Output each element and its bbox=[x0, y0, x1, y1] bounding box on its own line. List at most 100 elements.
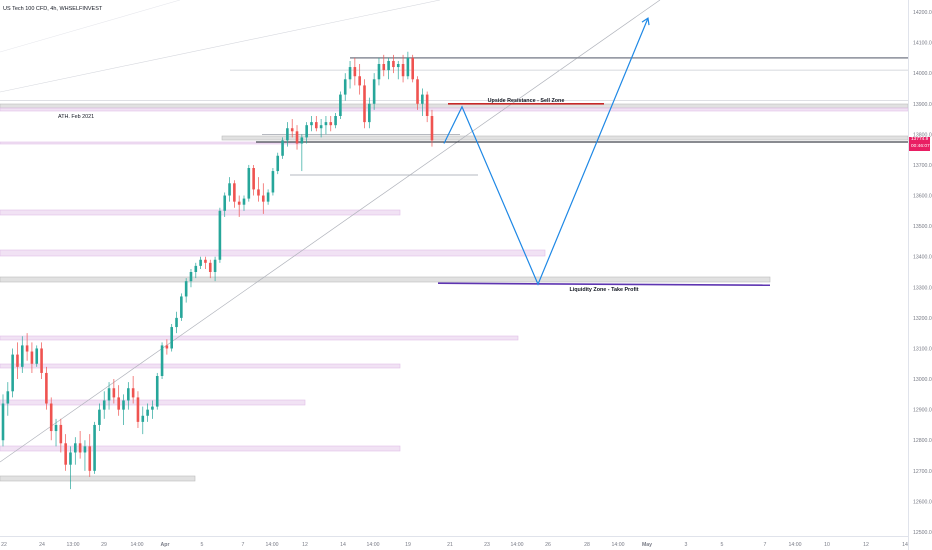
candle-body bbox=[151, 406, 154, 410]
time-tick-label: 3 bbox=[685, 542, 688, 548]
time-tick-label: 14:00 bbox=[131, 542, 144, 548]
candle-body bbox=[1, 403, 5, 441]
candle-body bbox=[218, 210, 222, 260]
candles-layer bbox=[1, 51, 434, 490]
candle-body bbox=[411, 57, 414, 80]
last-price-value: 13774.9 bbox=[911, 137, 929, 142]
time-tick-label: 14:00 bbox=[266, 542, 279, 548]
candle-body bbox=[252, 168, 255, 190]
candle-body bbox=[160, 345, 164, 376]
price-tick-label: 12600.0 bbox=[913, 499, 932, 505]
candle-body bbox=[372, 79, 376, 104]
candle-body bbox=[368, 103, 371, 123]
time-tick-label: May bbox=[642, 542, 652, 548]
candle-body bbox=[127, 388, 130, 401]
candle-body bbox=[271, 171, 275, 193]
zone-box bbox=[0, 107, 909, 112]
price-axis[interactable]: 14200.0 14100.0 14000.0 13900.0 13800.0 13700… bbox=[913, 10, 932, 536]
candle-body bbox=[194, 265, 198, 272]
time-tick-label: 23 bbox=[484, 542, 490, 548]
zone-box bbox=[0, 249, 546, 257]
candle-body bbox=[310, 122, 313, 126]
candle-body bbox=[261, 195, 265, 202]
time-tick-label: 7 bbox=[764, 542, 767, 548]
candle-body bbox=[74, 443, 77, 453]
projection-arrowhead bbox=[641, 17, 650, 26]
candle-body bbox=[30, 351, 34, 364]
candle-body bbox=[247, 168, 251, 199]
candle-body bbox=[98, 409, 101, 425]
price-tick-label: 14000.0 bbox=[913, 71, 932, 77]
price-tick-label: 13600.0 bbox=[913, 194, 932, 200]
price-tick-label: 14100.0 bbox=[913, 41, 932, 47]
candle-body bbox=[155, 376, 159, 407]
candle-body bbox=[305, 125, 308, 138]
zone-box bbox=[0, 141, 301, 145]
candle-body bbox=[300, 137, 304, 144]
candle-body bbox=[290, 128, 294, 132]
annotation-label: ATH. Feb 2021 bbox=[58, 114, 94, 120]
time-axis[interactable]: 22 24 13:00 29 14:00 Apr 5 7 14:00 12 14 14:00 19 21 2… bbox=[1, 542, 908, 548]
time-tick-label: 5 bbox=[201, 542, 204, 548]
candle-body bbox=[430, 116, 434, 141]
trendlines-layer bbox=[0, 0, 908, 463]
candle-body bbox=[122, 400, 125, 410]
candle-body bbox=[237, 201, 241, 205]
candle-body bbox=[334, 116, 337, 126]
candle-body bbox=[83, 446, 87, 453]
zone-box bbox=[0, 445, 401, 452]
candle-body bbox=[112, 388, 116, 398]
price-tick-label: 13000.0 bbox=[913, 377, 932, 383]
annotation-label: Upside Resistance - Sell Zone bbox=[488, 98, 565, 104]
time-tick-label: 29 bbox=[101, 542, 107, 548]
price-tick-label: 13700.0 bbox=[913, 163, 932, 169]
take-profit-line bbox=[437, 282, 771, 287]
candle-body bbox=[16, 354, 19, 367]
time-tick-label: 13:00 bbox=[67, 542, 80, 548]
candle-body bbox=[20, 345, 24, 367]
candle-body bbox=[88, 446, 92, 471]
candle-body bbox=[242, 198, 246, 205]
candle-body bbox=[343, 79, 347, 95]
bar-countdown: 00:46:07 bbox=[911, 143, 930, 149]
time-tick-label: 14:00 bbox=[367, 542, 380, 548]
time-tick-label: Apr bbox=[161, 542, 170, 548]
zone-box bbox=[0, 363, 401, 369]
candle-body bbox=[348, 67, 352, 80]
candle-body bbox=[382, 64, 386, 71]
candle-body bbox=[319, 125, 323, 129]
candle-body bbox=[6, 391, 10, 404]
candle-body bbox=[141, 415, 145, 422]
price-tick-label: 13500.0 bbox=[913, 224, 932, 230]
price-tick-label: 13300.0 bbox=[913, 285, 932, 291]
candle-body bbox=[204, 259, 207, 263]
price-tick-label: 13900.0 bbox=[913, 102, 932, 108]
candle-body bbox=[131, 388, 135, 398]
candle-body bbox=[421, 94, 424, 104]
candle-body bbox=[213, 259, 217, 272]
price-tick-label: 12700.0 bbox=[913, 469, 932, 475]
candle-body bbox=[136, 397, 140, 422]
candle-body bbox=[363, 85, 366, 123]
price-tick-label: 13400.0 bbox=[913, 255, 932, 261]
time-tick-label: 12 bbox=[302, 542, 308, 548]
time-tick-label: 28 bbox=[584, 542, 590, 548]
candle-body bbox=[49, 403, 53, 432]
time-tick-label: 14:00 bbox=[789, 542, 802, 548]
annotation-labels: ATH. Feb 2021 Upside Resistance - Sell Zo… bbox=[58, 98, 639, 293]
drawings-layer bbox=[437, 17, 771, 287]
time-tick-label: 14 bbox=[902, 542, 908, 548]
candle-body bbox=[107, 388, 111, 401]
zone-box bbox=[0, 276, 771, 283]
candle-body bbox=[324, 122, 328, 126]
candle-body bbox=[223, 195, 227, 211]
candle-body bbox=[180, 296, 183, 318]
price-tick-label: 12500.0 bbox=[913, 530, 932, 536]
candle-body bbox=[78, 443, 82, 453]
candle-body bbox=[377, 64, 381, 80]
candle-body bbox=[93, 424, 96, 471]
candle-body bbox=[117, 397, 120, 410]
price-tick-label: 13100.0 bbox=[913, 346, 932, 352]
